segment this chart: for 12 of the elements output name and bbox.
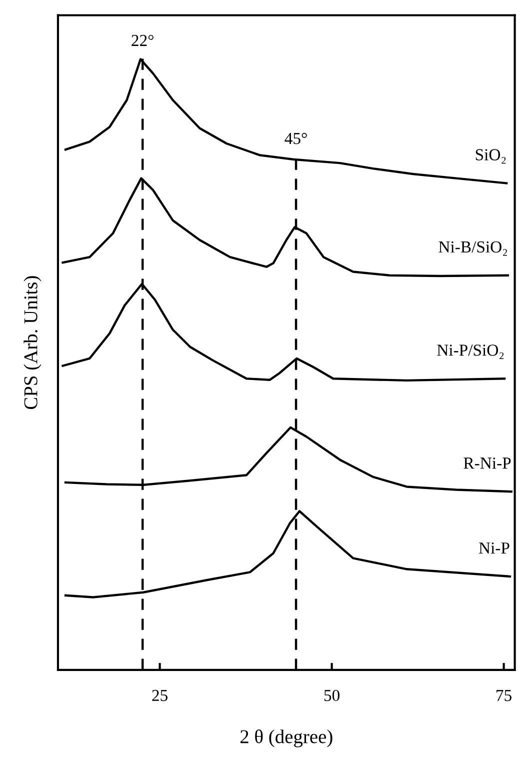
series-label: Ni-B/SiO₂ — [438, 241, 508, 256]
x-axis-title: 2 θ (degree) — [240, 729, 332, 748]
x-tick-label: 25 — [152, 690, 168, 702]
ref-line-label: 22° — [132, 34, 154, 46]
series-label: R-Ni-P — [464, 458, 511, 469]
x-tick-label: 50 — [324, 690, 340, 702]
x-tick-label: 75 — [496, 690, 512, 702]
y-axis-title: CPS (Arb. Units) — [24, 276, 42, 410]
series-label: SiO₂ — [476, 149, 506, 164]
ref-line-label: 45° — [284, 132, 307, 144]
series-label: Ni-P/SiO₂ — [437, 344, 504, 360]
series-label: Ni-P — [478, 542, 510, 554]
